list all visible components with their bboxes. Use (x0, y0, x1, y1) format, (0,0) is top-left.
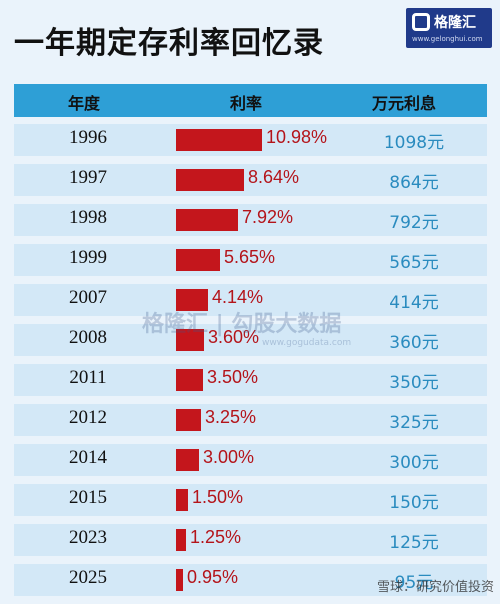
table-row: 2011 3.50% 350元 (14, 364, 487, 396)
column-header-rate: 利率 (230, 94, 263, 113)
rate-label: 8.64% (248, 167, 300, 187)
table-header: 年度 利率 万元利息 (14, 84, 487, 117)
year-label: 2008 (69, 327, 107, 348)
rate-bar (176, 409, 201, 431)
interest-value: 150元 (389, 493, 439, 513)
interest-value: 300元 (389, 453, 439, 473)
table-row: 2014 3.00% 300元 (14, 444, 487, 476)
logo-name: 格隆汇 (434, 15, 476, 31)
rate-label: 3.50% (207, 367, 259, 387)
rate-bar (176, 529, 186, 551)
rate-bar (176, 449, 199, 471)
rate-table: 1996 10.98% 1098元 1997 8.64% 864元 1998 7.92% 792… (14, 124, 487, 604)
year-label: 2015 (69, 487, 107, 508)
year-label: 1997 (69, 167, 107, 188)
rate-bar (176, 329, 204, 351)
year-label: 2025 (69, 567, 107, 588)
interest-value: 864元 (389, 173, 439, 193)
rate-bar (176, 249, 220, 271)
rate-label: 1.50% (192, 487, 244, 507)
table-row: 2012 3.25% 325元 (14, 404, 487, 436)
rate-bar (176, 209, 238, 231)
table-row: 1996 10.98% 1098元 (14, 124, 487, 156)
rate-label: 3.25% (205, 407, 257, 427)
rate-label: 4.14% (212, 287, 264, 307)
interest-value: 125元 (389, 533, 439, 553)
rate-bar (176, 489, 188, 511)
year-label: 1998 (69, 207, 107, 228)
brand-logo: 格隆汇 www.gelonghui.com (406, 8, 492, 48)
year-label: 1996 (69, 127, 107, 148)
rate-label: 5.65% (224, 247, 276, 267)
year-label: 2011 (69, 367, 107, 388)
table-row: 2023 1.25% 125元 (14, 524, 487, 556)
year-label: 2007 (69, 287, 107, 308)
rate-label: 3.60% (208, 327, 260, 347)
rate-label: 7.92% (242, 207, 294, 227)
table-row: 2015 1.50% 150元 (14, 484, 487, 516)
column-header-interest: 万元利息 (372, 94, 437, 113)
table-row: 1999 5.65% 565元 (14, 244, 487, 276)
interest-value: 325元 (389, 413, 439, 433)
interest-value: 1098元 (383, 133, 445, 153)
logo-g-icon (412, 13, 430, 31)
interest-value: 792元 (389, 213, 439, 233)
rate-label: 0.95% (187, 567, 239, 587)
rate-label: 10.98% (266, 127, 328, 147)
table-row: 2007 4.14% 414元 (14, 284, 487, 316)
rate-bar (176, 369, 203, 391)
table-row: 1998 7.92% 792元 (14, 204, 487, 236)
interest-value: 414元 (389, 293, 439, 313)
year-label: 2023 (69, 527, 107, 548)
corner-watermark: 雪球：研究价值投资 (376, 580, 494, 595)
table-row: 1997 8.64% 864元 (14, 164, 487, 196)
rate-bar (176, 569, 183, 591)
table-row: 2008 3.60% 360元 (14, 324, 487, 356)
rate-bar (176, 169, 244, 191)
year-label: 2014 (69, 447, 107, 468)
interest-value: 95元 (394, 573, 434, 593)
column-header-year: 年度 (68, 94, 101, 113)
logo-site: www.gelonghui.com (412, 35, 483, 43)
rate-bar (176, 289, 208, 311)
year-label: 2012 (69, 407, 107, 428)
rate-label: 3.00% (203, 447, 255, 467)
interest-value: 350元 (389, 373, 439, 393)
year-label: 1999 (69, 247, 107, 268)
page-title: 一年期定存利率回忆录 (14, 26, 324, 61)
table-row: 2025 0.95% 95元 (14, 564, 487, 596)
rate-label: 1.25% (190, 527, 242, 547)
interest-value: 565元 (389, 253, 439, 273)
interest-value: 360元 (389, 333, 439, 353)
rate-bar (176, 129, 262, 151)
